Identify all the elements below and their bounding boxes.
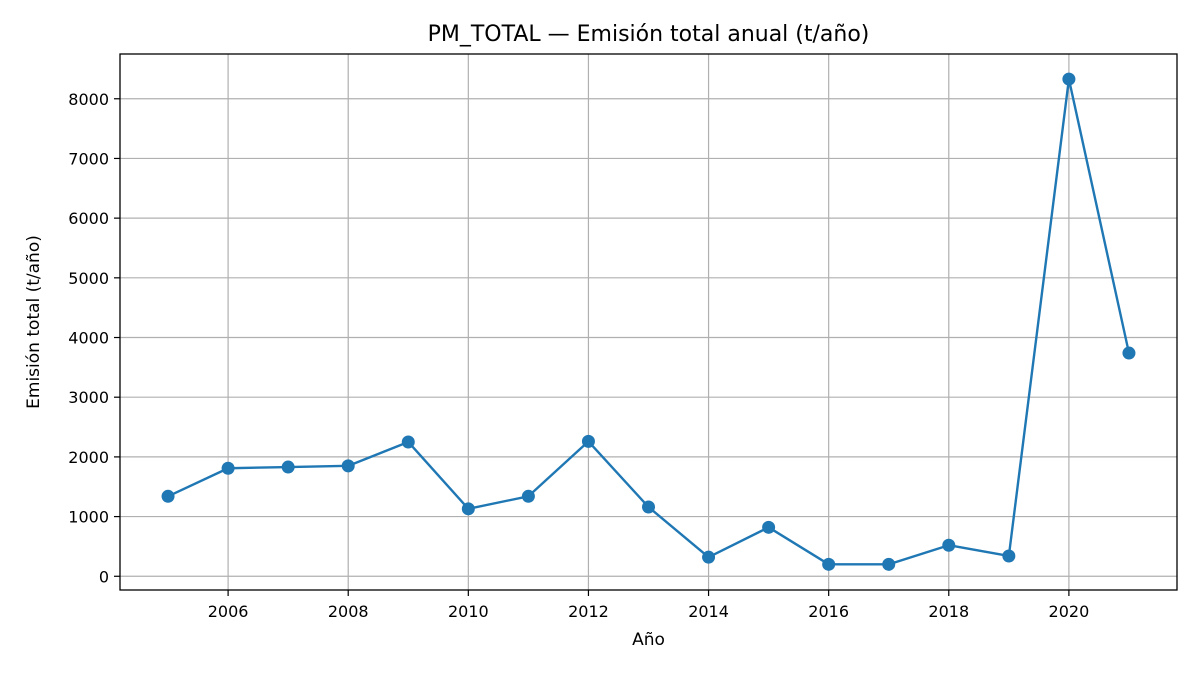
data-point — [581, 434, 595, 448]
grid — [120, 54, 1177, 590]
data-points — [161, 72, 1136, 571]
y-tick-label: 3000 — [68, 388, 109, 407]
chart-title: PM_TOTAL — Emisión total anual (t/año) — [428, 22, 870, 47]
data-point — [942, 538, 956, 552]
y-tick-label: 7000 — [68, 149, 109, 168]
data-point — [762, 520, 776, 534]
data-point — [221, 461, 235, 475]
x-axis-label: Año — [632, 630, 665, 650]
data-point — [642, 500, 655, 514]
data-point — [461, 502, 475, 516]
y-tick-label: 8000 — [68, 90, 109, 109]
data-point — [161, 489, 175, 503]
x-tick-label: 2016 — [808, 602, 849, 621]
plot-frame — [119, 53, 1178, 591]
data-point — [341, 459, 355, 473]
x-tick-label: 2010 — [448, 602, 489, 621]
y-axis-label: Emisión total (t/año) — [24, 235, 44, 409]
data-point — [521, 489, 535, 503]
x-tick-label: 2020 — [1049, 602, 1090, 621]
x-axis-ticks: 2006 2008 2010 2012 2014 2016 2018 2020 — [208, 590, 1090, 621]
y-tick-label: 1000 — [68, 508, 109, 527]
data-point — [702, 550, 716, 564]
data-point — [401, 435, 415, 449]
series-line — [167, 77, 1131, 566]
series-line-layer — [167, 77, 1131, 566]
x-tick-label: 2008 — [328, 602, 369, 621]
data-point — [1062, 72, 1076, 86]
x-tick-label: 2012 — [568, 602, 609, 621]
y-tick-label: 0 — [99, 567, 109, 586]
x-tick-label: 2018 — [928, 602, 969, 621]
data-point — [1002, 549, 1016, 563]
x-tick-label: 2014 — [688, 602, 729, 621]
data-point — [822, 557, 836, 571]
data-point — [281, 460, 295, 474]
y-tick-label: 5000 — [68, 269, 109, 288]
x-tick-label: 2006 — [208, 602, 249, 621]
y-tick-label: 2000 — [68, 448, 109, 467]
y-tick-label: 4000 — [68, 329, 109, 348]
y-tick-label: 6000 — [68, 209, 109, 228]
data-point — [1122, 346, 1136, 360]
data-point — [882, 557, 896, 571]
y-axis-ticks: 0 1000 2000 3000 4000 5000 6000 7000 8000 — [68, 90, 120, 586]
